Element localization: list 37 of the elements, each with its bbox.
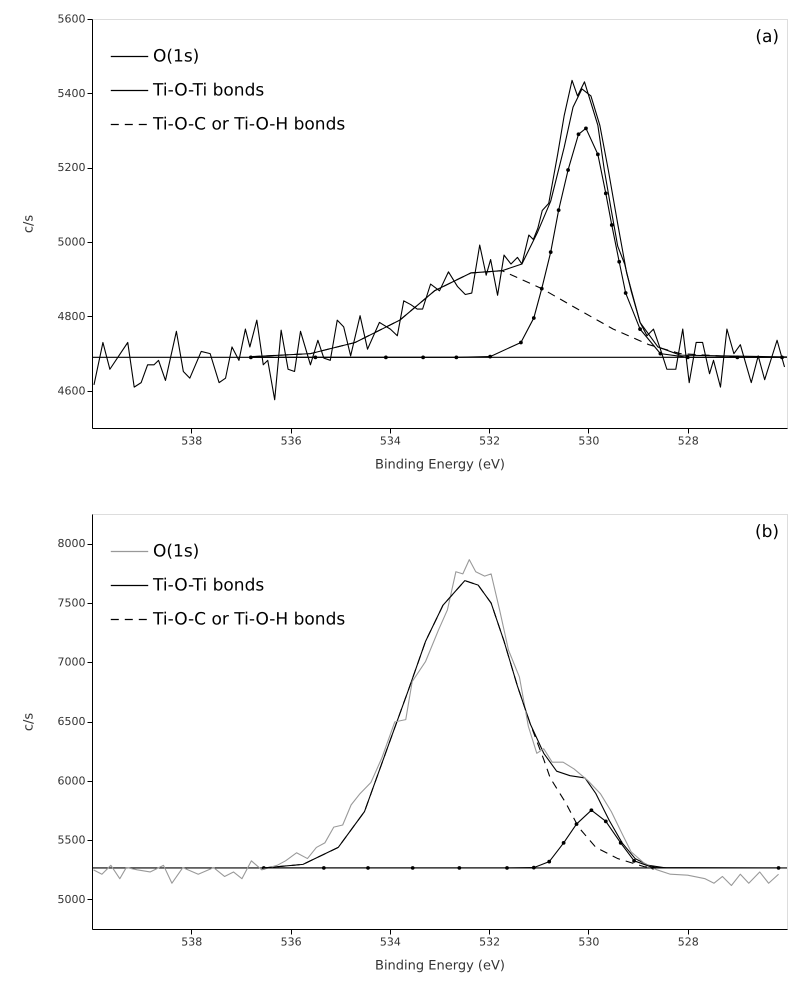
x-tick-label: 534: [380, 434, 401, 448]
y-tick-label: 6000: [58, 774, 86, 788]
x-tick-label: 532: [479, 936, 500, 948]
x-axis-title: Binding Energy (eV): [375, 958, 505, 974]
annotation: (a): [755, 27, 779, 47]
legend-label: Ti-O-C or Ti-O-H bonds: [152, 610, 346, 630]
legend-label: O(1s): [153, 46, 200, 66]
legend-label: Ti-O-C or Ti-O-H bonds: [152, 114, 346, 134]
x-axis-title: Binding Energy (eV): [375, 458, 505, 472]
y-tick-label: 5200: [58, 161, 86, 174]
x-tick-label: 532: [479, 434, 500, 448]
legend-label: Ti-O-Ti bonds: [152, 80, 264, 100]
y-axis-title: c/s: [22, 712, 37, 732]
y-tick-label: 7500: [58, 596, 86, 610]
y-tick-label: 4600: [58, 384, 86, 398]
y-tick-label: 7000: [58, 656, 86, 669]
x-tick-label: 536: [280, 936, 302, 948]
y-tick-label: 5000: [58, 892, 86, 906]
y-tick-label: 8000: [58, 537, 86, 550]
annotation: (b): [754, 522, 779, 542]
x-tick-label: 538: [181, 434, 202, 448]
x-tick-label: 534: [380, 936, 401, 948]
x-tick-label: 538: [181, 936, 202, 948]
x-tick-label: 528: [678, 434, 699, 448]
y-tick-label: 5400: [58, 86, 86, 100]
x-tick-label: 530: [578, 936, 600, 948]
x-tick-label: 528: [678, 936, 699, 948]
y-tick-label: 5600: [58, 12, 86, 26]
legend-label: Ti-O-Ti bonds: [152, 576, 264, 596]
y-axis-title: c/s: [22, 214, 37, 234]
y-tick-label: 5000: [58, 236, 86, 249]
x-tick-label: 530: [578, 434, 600, 448]
y-tick-label: 4800: [58, 310, 86, 323]
x-tick-label: 536: [280, 434, 302, 448]
y-tick-label: 6500: [58, 715, 86, 728]
legend-label: O(1s): [153, 542, 200, 562]
y-tick-label: 5500: [58, 834, 86, 847]
